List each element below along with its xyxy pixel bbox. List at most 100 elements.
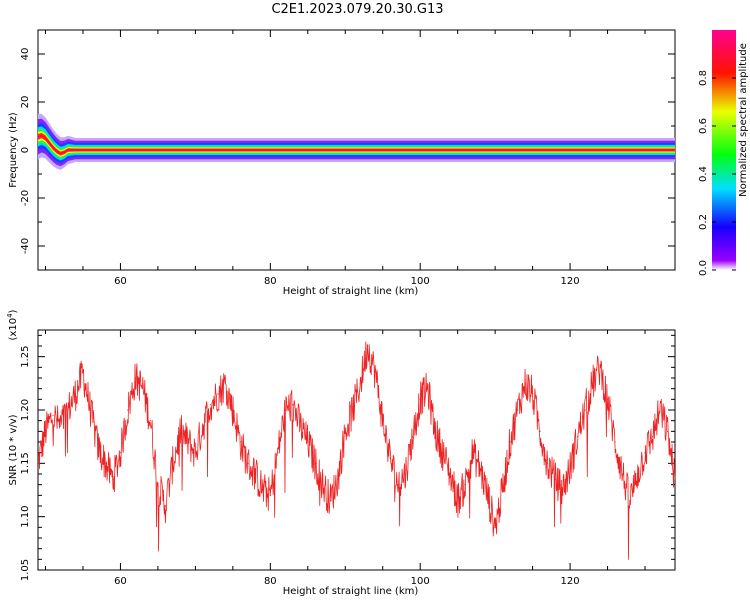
snr-point: [607, 398, 609, 400]
snr-point: [232, 409, 234, 411]
spec-band-layer-1: [38, 118, 675, 167]
colorbar-tick-label: 0.6: [698, 118, 709, 134]
snr-point: [457, 500, 459, 502]
snr-point: [344, 430, 346, 432]
snr-point: [194, 452, 196, 454]
snr-xtick-label: 120: [561, 576, 580, 587]
snr-point: [359, 382, 361, 384]
snr-point: [539, 430, 541, 432]
snr-point: [217, 393, 219, 395]
snr-point: [292, 404, 294, 406]
snr-point: [659, 409, 661, 411]
snr-point: [494, 526, 496, 528]
snr-point: [329, 500, 331, 502]
snr-xtick-label: 100: [411, 576, 430, 587]
snr-point: [149, 420, 151, 422]
snr-ytick-label: 1.10: [20, 506, 31, 528]
snr-point: [322, 484, 324, 486]
colorbar-tick-label: 0.8: [698, 70, 709, 86]
snr-point: [629, 500, 631, 502]
snr-point: [577, 436, 579, 438]
snr-point: [479, 468, 481, 470]
snr-ytick-label: 1.05: [20, 559, 31, 581]
spec-ytick-label: -40: [20, 238, 31, 254]
snr-point: [67, 409, 69, 411]
snr-point: [434, 430, 436, 432]
snr-point: [307, 441, 309, 443]
snr-frame: [37, 329, 676, 571]
snr-point: [119, 452, 121, 454]
snr-point: [419, 398, 421, 400]
spec-ytick-label: 0: [20, 147, 31, 153]
snr-xtick-label: 80: [264, 576, 277, 587]
spec-ytick-label: 20: [20, 96, 31, 109]
colorbar-tick-label: 0.2: [698, 214, 709, 230]
snr-point: [254, 473, 256, 475]
snr-point: [599, 366, 601, 368]
snr-point: [209, 404, 211, 406]
snr-point: [127, 409, 129, 411]
colorbar-tick-label: 0.4: [698, 166, 709, 182]
snr-point: [382, 420, 384, 422]
snr-point: [74, 393, 77, 395]
spec-xtick-label: 60: [114, 276, 127, 287]
snr-point: [247, 462, 249, 464]
snr-point: [89, 409, 92, 411]
snr-ytick-label: 1.15: [20, 452, 31, 474]
snr-point: [517, 409, 519, 411]
snr-point: [179, 430, 181, 432]
spec-xlabel: Height of straight line (km): [283, 286, 419, 297]
colorbar-label: Normalized spectral amplitude: [738, 43, 749, 197]
snr-point: [38, 462, 39, 464]
spec-ylabel: Frequency (Hz): [8, 112, 19, 188]
snr-point: [262, 489, 264, 491]
snr-point: [644, 452, 646, 454]
spec-ytick-label: -20: [20, 190, 31, 206]
snr-point: [562, 489, 564, 491]
snr-point: [164, 505, 166, 507]
snr-point: [584, 409, 586, 411]
snr-point: [524, 382, 526, 384]
snr-point: [464, 484, 466, 486]
snr-point: [142, 388, 144, 390]
snr-point: [412, 436, 414, 438]
snr-series-line: [38, 341, 675, 560]
snr-point: [404, 473, 406, 475]
snr-point: [509, 441, 511, 443]
colorbar-tick-label: 0.0: [698, 260, 709, 276]
snr-point: [52, 414, 54, 416]
snr-point: [614, 441, 616, 443]
snr-point: [427, 388, 429, 390]
snr-point: [44, 430, 47, 432]
snr-point: [239, 441, 241, 443]
spectrogram-panel: 60 80 100 120 40 20 0 -20 -40 Height of straight …: [8, 29, 676, 297]
snr-point: [134, 377, 136, 379]
snr-point: [592, 382, 594, 384]
snr-ytick-label: 1.25: [20, 346, 31, 368]
snr-point: [674, 478, 675, 480]
snr-point: [472, 452, 474, 454]
snr-point: [389, 457, 391, 459]
snr-point: [284, 409, 286, 411]
snr-point: [314, 462, 316, 464]
snr-point: [224, 382, 226, 384]
snr-ytick-label: 1.20: [20, 399, 31, 421]
spec-ridge-line: [38, 134, 675, 155]
snr-point: [367, 345, 369, 347]
snr-point: [269, 494, 271, 496]
spec-xtick-label: 120: [561, 276, 580, 287]
colorbar-gradient: [712, 30, 736, 270]
snr-point: [442, 452, 444, 454]
snr-point: [82, 372, 84, 374]
snr-point: [352, 409, 354, 411]
snr-point: [487, 494, 489, 496]
snr-point: [554, 478, 556, 480]
colorbar: 0.0 0.2 0.4 0.6 0.8 Normalized spectral ampli…: [698, 30, 749, 276]
snr-point: [277, 452, 279, 454]
snr-xtick-label: 60: [114, 576, 127, 587]
snr-series-group: [38, 341, 675, 560]
snr-panel: 60 80 100 120 1.05 1.10 1.15 1.20 1.25 Height of …: [6, 309, 676, 597]
snr-point: [621, 473, 624, 475]
